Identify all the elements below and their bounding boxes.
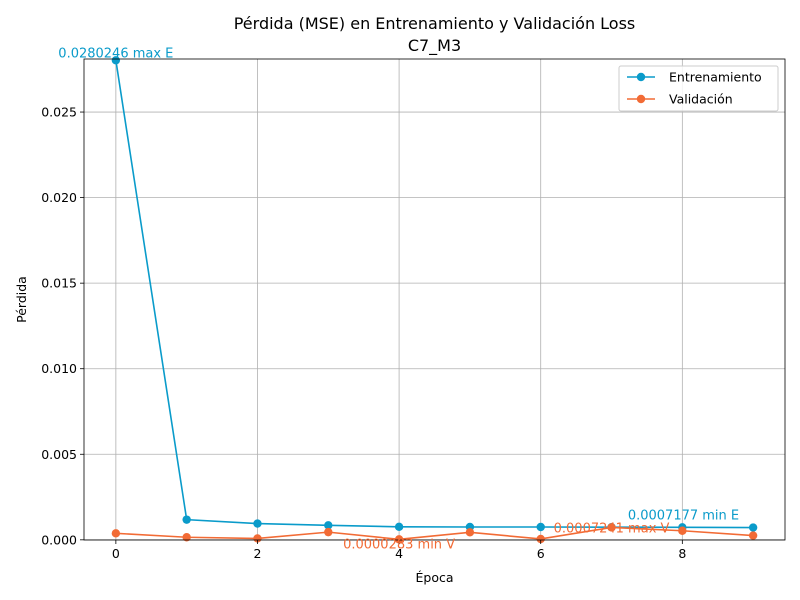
series-line bbox=[115, 526, 754, 541]
data-point bbox=[394, 522, 404, 532]
chart-subtitle: C7_M3 bbox=[408, 36, 461, 56]
annotation-label: 0.0280246 max E bbox=[58, 46, 173, 61]
y-tick-label: 0.010 bbox=[41, 361, 77, 376]
data-point bbox=[111, 56, 121, 65]
y-tick-label: 0.015 bbox=[41, 276, 77, 291]
legend-entry: Entrenamiento bbox=[627, 70, 762, 85]
data-point bbox=[182, 515, 191, 524]
data-point bbox=[678, 526, 687, 535]
data-point bbox=[607, 523, 616, 532]
series-entrenamiento bbox=[111, 56, 758, 532]
x-axis-label: Época bbox=[415, 570, 453, 585]
legend-swatch-marker bbox=[636, 94, 646, 104]
y-axis-label: Pérdida bbox=[14, 276, 29, 323]
data-point bbox=[324, 521, 333, 530]
x-tick-label: 0 bbox=[112, 546, 120, 561]
y-tick-label: 0.025 bbox=[41, 105, 77, 120]
annotation-label: 0.0007177 min E bbox=[628, 509, 739, 524]
series-line bbox=[115, 60, 754, 529]
data-point bbox=[748, 523, 758, 532]
data-point bbox=[253, 534, 262, 543]
chart-title: Pérdida (MSE) en Entrenamiento y Validac… bbox=[234, 14, 636, 33]
annotation-label: 0.0007241 max V bbox=[554, 521, 670, 536]
data-point bbox=[324, 527, 333, 537]
series-layer bbox=[111, 56, 758, 544]
x-tick-label: 8 bbox=[678, 546, 686, 561]
x-tick-label: 6 bbox=[537, 546, 545, 561]
legend-label: Validación bbox=[669, 92, 733, 107]
data-point bbox=[182, 533, 191, 542]
data-point bbox=[748, 531, 758, 540]
legend-box bbox=[618, 65, 779, 112]
data-point bbox=[111, 529, 121, 538]
plot-frame bbox=[83, 58, 786, 541]
annotations: 0.0280246 max E 0.0007177 min E 0.0000283 … bbox=[58, 46, 739, 552]
y-tick-label: 0.020 bbox=[41, 190, 77, 205]
data-point bbox=[536, 534, 545, 544]
legend-entry: Validación bbox=[627, 92, 733, 107]
series-validacion bbox=[111, 523, 758, 544]
data-point bbox=[394, 535, 404, 544]
annotation-label: 0.0000283 min V bbox=[343, 537, 455, 552]
y-tick-label: 0.005 bbox=[41, 447, 77, 462]
x-tick-label: 2 bbox=[254, 546, 262, 561]
grid bbox=[84, 59, 785, 541]
data-point bbox=[465, 528, 475, 537]
ticks: 0 2 4 6 8 0.000 0.005 0.010 0.015 0.020 0.025 bbox=[41, 105, 686, 561]
y-tick-label: 0.000 bbox=[41, 532, 77, 547]
x-tick-label: 4 bbox=[395, 546, 403, 561]
data-point bbox=[253, 519, 262, 528]
legend: Entrenamiento Validación bbox=[618, 65, 779, 112]
legend-label: Entrenamiento bbox=[669, 70, 762, 85]
data-point bbox=[536, 522, 545, 532]
legend-swatch-marker bbox=[636, 72, 646, 82]
